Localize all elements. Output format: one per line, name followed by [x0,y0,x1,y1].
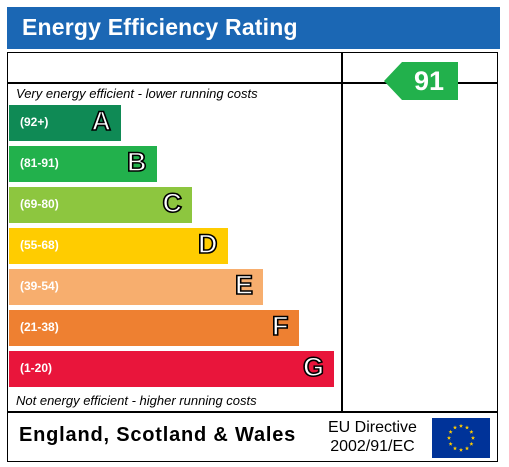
inefficient-note: Not energy efficient - higher running co… [16,393,257,408]
rating-band-g: (1-20) G [9,351,334,387]
band-letter: D [197,228,218,260]
efficient-note: Very energy efficient - lower running co… [16,86,258,101]
band-range-label: (21-38) [20,320,59,334]
rating-band-f: (21-38) F [9,310,299,346]
current-rating-arrow [384,62,458,100]
eu-directive: EU Directive 2002/91/EC [328,418,417,456]
column-divider [341,52,343,412]
flag-star [470,435,476,440]
flag-star [464,446,470,451]
flag-star [452,425,458,430]
band-range-label: (92+) [20,115,49,129]
rating-band-b: (81-91) B [9,146,157,182]
flag-star [458,447,464,452]
flag-star [446,435,452,440]
flag-star [458,423,464,428]
band-range-label: (69-80) [20,197,59,211]
header-row-divider [7,82,498,84]
current-rating-value: 91 [413,66,445,96]
band-range-label: (55-68) [20,238,59,252]
page-title: Energy Efficiency Rating [22,14,298,40]
flag-star [469,429,474,434]
rating-header: Energy Efficiency Rating [7,7,500,49]
eu-flag-icon [432,418,490,458]
band-letter: G [302,351,325,383]
rating-band-e: (39-54) E [9,269,263,305]
flag-star [464,425,470,430]
band-letter: F [271,310,289,342]
band-letter: E [234,269,254,301]
flag-star [448,429,453,434]
band-range-label: (39-54) [20,279,59,293]
directive-line-2: 2002/91/EC [330,438,415,455]
flag-star [448,441,453,446]
rating-band-c: (69-80) C [9,187,192,223]
band-letter: B [126,146,147,178]
rating-band-d: (55-68) D [9,228,228,264]
band-letter: C [162,187,183,219]
directive-line-1: EU Directive [328,419,417,436]
region-label: England, Scotland & Wales [19,424,297,446]
rating-band-a: (92+) A [9,105,121,141]
flag-star [469,441,474,446]
band-letter: A [91,105,112,137]
flag-star [452,446,458,451]
band-range-label: (1-20) [20,361,53,375]
footer-row-divider [7,411,498,413]
rating-frame [7,52,498,462]
band-range-label: (81-91) [20,156,59,170]
